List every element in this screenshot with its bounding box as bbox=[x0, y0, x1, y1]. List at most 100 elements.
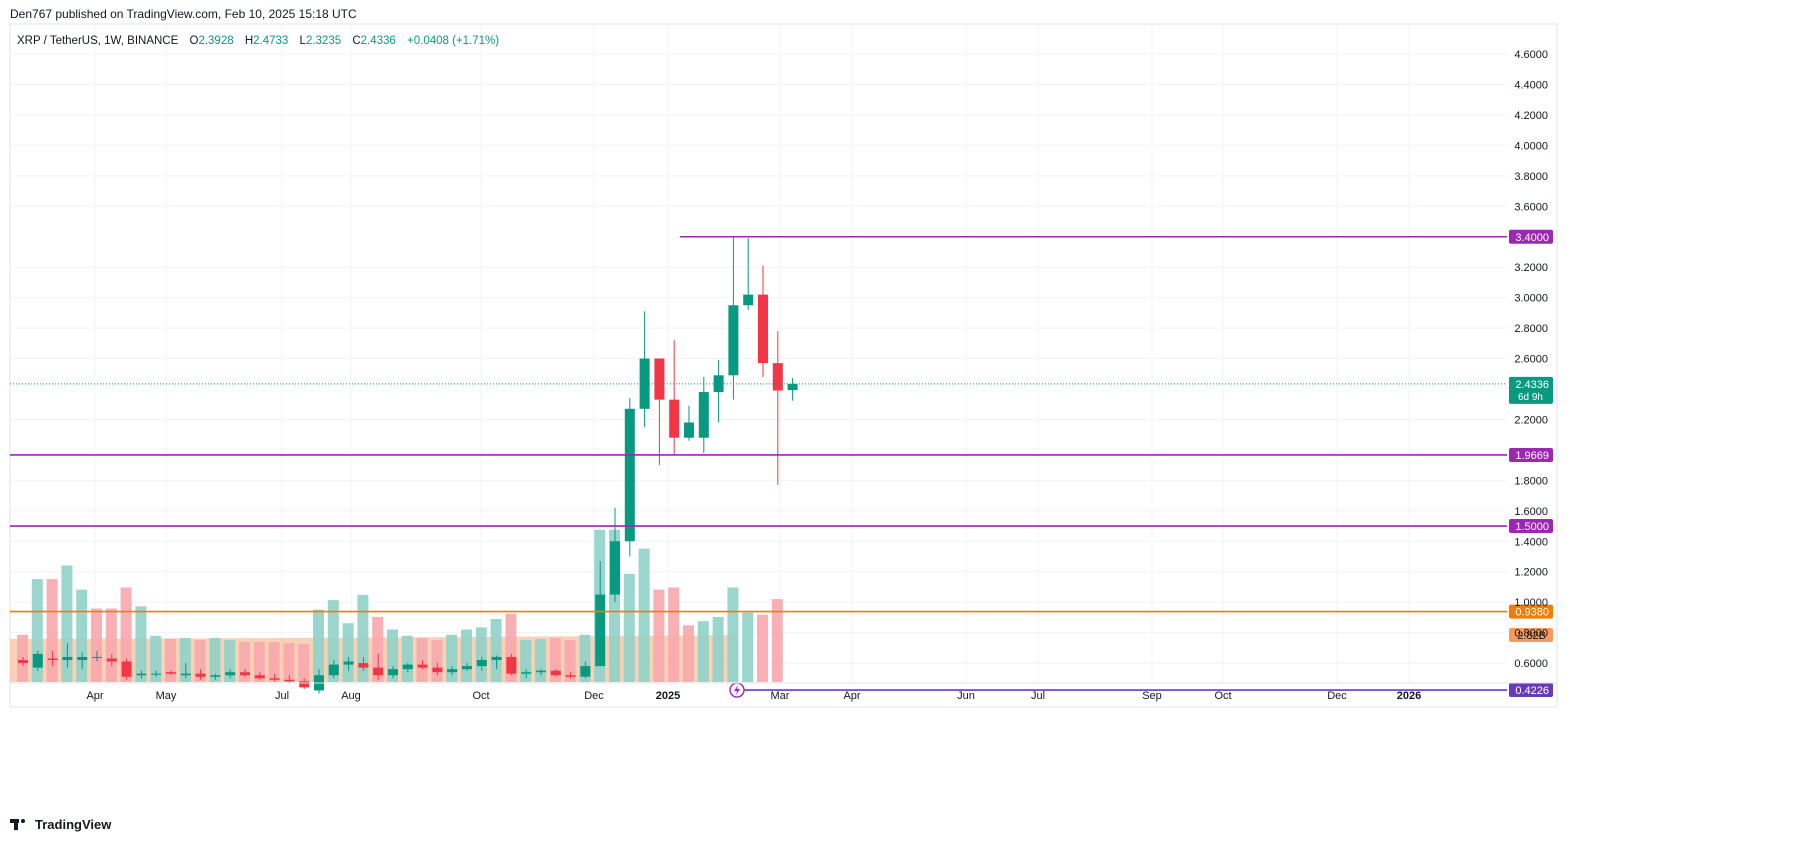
level-price-tag bbox=[1509, 519, 1553, 534]
volume-bar bbox=[105, 608, 117, 682]
volume-bar bbox=[387, 629, 398, 682]
candle-body bbox=[284, 679, 295, 682]
volume-bar bbox=[209, 637, 221, 682]
low-value: 2.3235 bbox=[305, 35, 342, 47]
current-price-label: 2.4336 bbox=[1515, 379, 1549, 391]
candle-body bbox=[47, 658, 58, 661]
symbol-name: XRP / TetherUS, 1W, BINANCE bbox=[17, 35, 179, 47]
candle-body bbox=[610, 541, 620, 595]
candle-body bbox=[550, 670, 561, 676]
publish-info: Den767 published on TradingView.com, Feb… bbox=[10, 7, 357, 21]
price-tick-label: 2.8000 bbox=[1514, 323, 1548, 335]
volume-bar bbox=[268, 642, 280, 682]
price-tick-label: 3.0000 bbox=[1514, 293, 1548, 305]
level-price-label: 3.4000 bbox=[1515, 232, 1549, 244]
candle-body bbox=[225, 672, 236, 676]
low-label: L bbox=[299, 35, 306, 47]
volume-bar bbox=[76, 589, 88, 682]
level-price-tag bbox=[1509, 229, 1553, 244]
volume-bar bbox=[224, 640, 236, 682]
candle-body bbox=[476, 660, 487, 667]
time-tick-label: Oct bbox=[472, 690, 489, 702]
time-tick-label: Jul bbox=[275, 690, 289, 702]
candle-body bbox=[402, 664, 413, 670]
change-value: +0.0408 (+1.71%) bbox=[407, 35, 500, 47]
volume-bar bbox=[520, 640, 532, 682]
time-tick-label: 2025 bbox=[656, 690, 680, 702]
candle-body bbox=[269, 678, 280, 680]
volume-bar bbox=[683, 625, 694, 682]
candle-body bbox=[462, 666, 472, 670]
volume-bar bbox=[327, 600, 339, 682]
candle-body bbox=[299, 681, 310, 688]
candle-body bbox=[210, 675, 221, 677]
price-axis: 4.6000 4.4000 4.2000 4.0000 3.8000 3.6000 3.20… bbox=[1514, 49, 1548, 670]
tradingview-brand: TradingView bbox=[35, 817, 112, 832]
price-tick-label: 1.8000 bbox=[1514, 475, 1548, 487]
time-tick-label: Oct bbox=[1214, 690, 1231, 702]
volume-bar bbox=[505, 613, 517, 682]
candle-body bbox=[166, 672, 176, 674]
candle-body bbox=[328, 664, 339, 676]
candle-body bbox=[432, 667, 443, 673]
candle-body bbox=[728, 305, 739, 376]
price-tick-label: 1.2000 bbox=[1514, 567, 1548, 579]
volume-bar bbox=[179, 637, 191, 682]
time-tick-label: Apr bbox=[86, 690, 103, 702]
price-tick-label: 0.8000 bbox=[1514, 628, 1548, 640]
level-price-label: 0.4226 bbox=[1515, 685, 1549, 697]
chart-grid bbox=[9, 23, 1558, 708]
volume-bar bbox=[668, 587, 680, 682]
candle-body bbox=[565, 675, 576, 677]
volume-value-tag bbox=[1509, 628, 1553, 642]
volume-bar bbox=[490, 619, 502, 682]
volume-bar bbox=[239, 642, 250, 682]
candle-body bbox=[698, 392, 709, 438]
volume-bar bbox=[446, 634, 458, 682]
volume-bar bbox=[357, 594, 369, 682]
volume-bar bbox=[579, 634, 591, 682]
price-tick-label: 3.2000 bbox=[1514, 262, 1548, 274]
volume-bar bbox=[372, 616, 384, 682]
bolt-glyph bbox=[734, 685, 740, 696]
candle-body bbox=[580, 666, 591, 677]
volume-bar bbox=[475, 627, 487, 682]
candle-body bbox=[624, 408, 635, 542]
volume-bar bbox=[609, 529, 620, 682]
candle-body bbox=[506, 656, 517, 674]
time-tick-label: Sep bbox=[1142, 690, 1162, 702]
tradingview-logo[interactable]: TradingView bbox=[10, 817, 111, 832]
candle-body bbox=[758, 294, 768, 364]
chart-frame bbox=[9, 23, 1558, 708]
candle-body bbox=[595, 594, 606, 667]
bar-countdown-label: 6d 9h bbox=[1518, 392, 1543, 403]
candle-body bbox=[151, 673, 162, 675]
volume-bar bbox=[549, 637, 561, 682]
price-tick-label: 3.6000 bbox=[1514, 201, 1548, 213]
volume-bar bbox=[416, 637, 428, 682]
symbol-legend: XRP / TetherUS, 1W, BINANCE O2.3928 H2.4… bbox=[17, 35, 507, 47]
candle-body bbox=[195, 673, 206, 677]
volume-bar bbox=[535, 638, 546, 682]
volume-bar bbox=[653, 589, 665, 682]
volume-bar bbox=[638, 548, 650, 682]
volume-bar bbox=[313, 609, 324, 682]
volume-bar bbox=[150, 635, 162, 682]
price-tick-label: 0.6000 bbox=[1514, 658, 1548, 670]
level-price-tag bbox=[1509, 447, 1553, 462]
volume-bar bbox=[120, 587, 132, 682]
time-tick-label: Jul bbox=[1031, 690, 1045, 702]
time-tick-label: Dec bbox=[1327, 690, 1347, 702]
volume-bar bbox=[564, 640, 576, 682]
volume-bar bbox=[742, 612, 754, 682]
price-tick-label: 2.2000 bbox=[1514, 414, 1548, 426]
price-tick-label: 3.8000 bbox=[1514, 171, 1548, 183]
high-value: 2.4733 bbox=[253, 35, 289, 47]
candle-body bbox=[121, 661, 132, 677]
time-axis: Apr May Jul Aug Oct Dec 2025 Mar Apr Jun Jul Sep Oct… bbox=[10, 682, 1557, 702]
volume-bar bbox=[31, 579, 43, 682]
candle-body bbox=[77, 656, 88, 661]
time-tick-label: Aug bbox=[341, 690, 361, 702]
time-tick-label: Apr bbox=[843, 690, 860, 702]
